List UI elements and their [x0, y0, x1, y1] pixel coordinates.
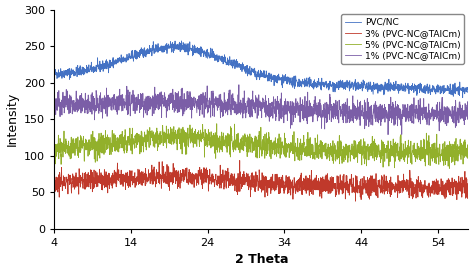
- 3% (PVC-NC@TAICm): [378, 189, 383, 192]
- 1% (PVC-NC@TAICm): [51, 110, 57, 113]
- 3% (PVC-NC@TAICm): [353, 199, 358, 203]
- 1% (PVC-NC@TAICm): [242, 103, 248, 106]
- 5% (PVC-NC@TAICm): [454, 159, 460, 162]
- PVC/NC: [73, 71, 78, 75]
- 1% (PVC-NC@TAICm): [465, 101, 471, 104]
- 1% (PVC-NC@TAICm): [378, 119, 383, 123]
- 5% (PVC-NC@TAICm): [253, 156, 259, 159]
- 5% (PVC-NC@TAICm): [447, 167, 452, 170]
- 3% (PVC-NC@TAICm): [51, 184, 57, 187]
- 3% (PVC-NC@TAICm): [237, 159, 243, 162]
- 1% (PVC-NC@TAICm): [385, 133, 391, 136]
- 3% (PVC-NC@TAICm): [454, 189, 459, 192]
- 3% (PVC-NC@TAICm): [73, 184, 78, 187]
- PVC/NC: [465, 91, 471, 94]
- 1% (PVC-NC@TAICm): [73, 110, 78, 113]
- PVC/NC: [51, 71, 57, 74]
- PVC/NC: [460, 96, 465, 99]
- 1% (PVC-NC@TAICm): [454, 121, 459, 125]
- PVC/NC: [454, 88, 459, 91]
- 1% (PVC-NC@TAICm): [454, 110, 460, 113]
- 5% (PVC-NC@TAICm): [378, 161, 383, 164]
- 5% (PVC-NC@TAICm): [73, 137, 78, 140]
- 3% (PVC-NC@TAICm): [253, 170, 259, 173]
- 5% (PVC-NC@TAICm): [465, 157, 471, 160]
- 5% (PVC-NC@TAICm): [51, 152, 57, 155]
- PVC/NC: [179, 39, 184, 42]
- Line: 5% (PVC-NC@TAICm): 5% (PVC-NC@TAICm): [54, 124, 468, 168]
- 5% (PVC-NC@TAICm): [242, 132, 248, 135]
- PVC/NC: [242, 65, 248, 68]
- 3% (PVC-NC@TAICm): [465, 184, 471, 187]
- PVC/NC: [454, 89, 459, 92]
- Line: 1% (PVC-NC@TAICm): 1% (PVC-NC@TAICm): [54, 85, 468, 135]
- PVC/NC: [378, 86, 383, 89]
- 1% (PVC-NC@TAICm): [236, 83, 242, 86]
- 3% (PVC-NC@TAICm): [454, 198, 460, 201]
- 3% (PVC-NC@TAICm): [242, 183, 248, 186]
- Y-axis label: Intensity: Intensity: [6, 92, 18, 146]
- Line: 3% (PVC-NC@TAICm): 3% (PVC-NC@TAICm): [54, 160, 468, 201]
- Line: PVC/NC: PVC/NC: [54, 41, 468, 98]
- X-axis label: 2 Theta: 2 Theta: [235, 254, 288, 267]
- 5% (PVC-NC@TAICm): [214, 122, 219, 125]
- 5% (PVC-NC@TAICm): [454, 150, 459, 153]
- 1% (PVC-NC@TAICm): [253, 98, 259, 102]
- Legend: PVC/NC, 3% (PVC-NC@TAICm), 5% (PVC-NC@TAICm), 1% (PVC-NC@TAICm): PVC/NC, 3% (PVC-NC@TAICm), 5% (PVC-NC@TA…: [341, 14, 464, 64]
- PVC/NC: [253, 73, 259, 76]
